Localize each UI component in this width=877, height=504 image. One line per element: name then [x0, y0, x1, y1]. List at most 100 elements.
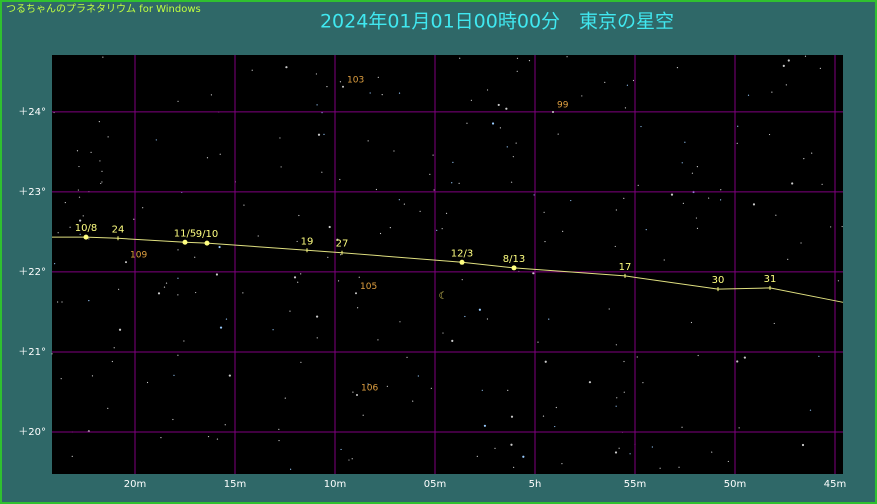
star — [79, 219, 82, 222]
star — [77, 189, 79, 191]
star — [90, 151, 92, 153]
date-label: 8/13 — [503, 254, 525, 265]
star — [830, 226, 832, 228]
star — [107, 407, 109, 409]
star — [315, 73, 318, 75]
star — [708, 197, 710, 199]
star — [497, 103, 500, 107]
star — [458, 182, 460, 184]
star — [228, 374, 231, 377]
star — [398, 199, 400, 201]
star — [339, 178, 341, 181]
star — [57, 301, 59, 303]
star — [326, 85, 328, 88]
chart-title: 2024年01月01日00時00分 東京の星空 — [320, 11, 674, 33]
star — [340, 448, 342, 451]
x-tick-label: 20m — [124, 479, 146, 490]
star — [433, 189, 435, 191]
star — [142, 207, 144, 209]
star — [177, 100, 179, 102]
star — [632, 79, 635, 82]
star — [803, 158, 805, 160]
star — [695, 217, 698, 219]
star — [515, 142, 517, 144]
star — [684, 141, 686, 143]
y-tick-label: ＋21° — [18, 347, 46, 358]
star — [316, 337, 318, 339]
star — [768, 133, 771, 136]
star — [216, 438, 219, 440]
star — [804, 55, 807, 57]
star — [160, 437, 162, 439]
star — [219, 326, 223, 329]
star — [464, 315, 466, 318]
star — [697, 354, 699, 357]
star — [419, 210, 421, 212]
date-label: 19 — [301, 236, 314, 247]
star — [113, 347, 115, 349]
star — [300, 273, 302, 275]
star — [118, 328, 122, 331]
star — [801, 443, 805, 447]
object-label: 106 — [361, 383, 378, 393]
star — [637, 184, 639, 186]
star — [69, 226, 71, 228]
star — [177, 294, 179, 296]
star — [629, 453, 631, 455]
star — [206, 157, 209, 159]
star — [60, 378, 62, 380]
star — [588, 381, 592, 384]
sky-area — [52, 55, 843, 474]
star — [785, 84, 787, 86]
star — [54, 263, 56, 265]
x-tick-label: 15m — [224, 479, 246, 490]
star — [99, 160, 101, 162]
star — [351, 458, 353, 460]
star — [403, 203, 405, 205]
star — [640, 125, 642, 128]
star — [173, 374, 175, 376]
star — [79, 233, 81, 235]
star — [720, 199, 722, 201]
star — [195, 291, 197, 294]
star — [146, 381, 149, 384]
star — [429, 173, 431, 176]
star — [297, 281, 299, 283]
star — [155, 139, 157, 141]
star — [614, 245, 616, 248]
star — [339, 81, 342, 83]
star — [811, 152, 813, 154]
star — [417, 375, 419, 377]
star — [510, 443, 513, 446]
star — [284, 397, 286, 399]
star — [76, 150, 79, 152]
star — [542, 415, 545, 417]
star — [293, 276, 297, 279]
star — [645, 229, 647, 231]
star — [510, 181, 513, 183]
star — [88, 238, 90, 240]
star — [696, 227, 699, 229]
star — [451, 339, 454, 342]
star — [337, 280, 340, 282]
star — [163, 286, 166, 288]
star — [566, 56, 568, 58]
star — [358, 276, 360, 278]
star — [98, 120, 100, 123]
star — [818, 355, 820, 357]
star — [522, 455, 525, 458]
star — [251, 69, 253, 71]
star — [615, 209, 617, 211]
star — [837, 280, 840, 282]
star — [51, 353, 53, 355]
y-tick-label: ＋22° — [18, 267, 46, 278]
object-label: 99 — [557, 101, 569, 111]
star — [736, 360, 739, 363]
date-label: 17 — [619, 262, 632, 273]
star — [336, 238, 339, 241]
star — [743, 356, 746, 359]
star — [57, 232, 59, 234]
star — [100, 182, 102, 185]
date-label: 30 — [712, 275, 725, 286]
star — [548, 318, 550, 320]
